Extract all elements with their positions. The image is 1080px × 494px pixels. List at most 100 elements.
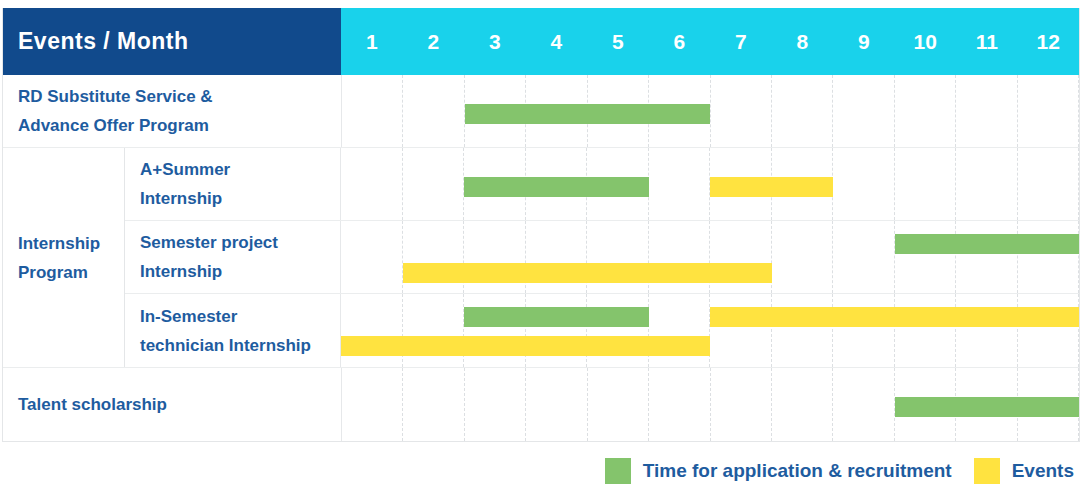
month-grid-cell: [341, 221, 403, 293]
month-grid-cell: [710, 294, 772, 367]
month-header-4: 4: [526, 8, 588, 75]
row-label-line: technician Internship: [140, 331, 340, 360]
month-grid-cell: [403, 368, 464, 441]
month-header-strip: 123456789101112: [341, 8, 1079, 75]
month-header-9: 9: [833, 8, 895, 75]
month-grid-cell: [833, 148, 895, 220]
month-grid-cell: [1018, 294, 1080, 367]
month-grid-cell: [956, 221, 1018, 293]
bar-area: [340, 294, 1079, 367]
month-header-3: 3: [464, 8, 526, 75]
row-label-line: Advance Offer Program: [18, 111, 341, 140]
legend: Time for application & recruitment Event…: [583, 458, 1074, 484]
month-grid-cell: [588, 368, 649, 441]
month-grid-cell: [403, 148, 465, 220]
month-grid-cell: [464, 294, 526, 367]
month-grid-cell: [403, 75, 464, 147]
sub-row-label: In-Semestertechnician Internship: [125, 294, 340, 367]
month-grid-cell: [833, 368, 894, 441]
month-grid-cell: [956, 148, 1018, 220]
month-header-10: 10: [895, 8, 957, 75]
legend-label-events: Events: [1012, 460, 1074, 482]
month-grid-cell: [403, 294, 465, 367]
month-grid-cell: [833, 221, 895, 293]
month-header-12: 12: [1018, 8, 1080, 75]
row-label-line: RD Substitute Service &: [18, 82, 341, 111]
events-bar: [341, 336, 710, 356]
application-bar: [464, 307, 649, 327]
month-grid-cell: [342, 75, 403, 147]
application-bar: [895, 234, 1080, 254]
application-color-swatch-icon: [605, 458, 631, 484]
row-label-line: A+Summer: [140, 155, 340, 184]
row-label-line: Internship: [18, 229, 124, 258]
sub-row-label: A+SummerInternship: [125, 148, 340, 220]
legend-label-application: Time for application & recruitment: [643, 460, 952, 482]
month-header-1: 1: [341, 8, 403, 75]
row-label-line: Talent scholarship: [18, 390, 341, 419]
month-grid-cell: [526, 368, 587, 441]
month-grid-cell: [465, 368, 526, 441]
month-grid-cell: [711, 75, 772, 147]
month-header-7: 7: [710, 8, 772, 75]
month-grid-cell: [895, 294, 957, 367]
application-bar: [895, 397, 1079, 417]
events-gantt-table: Events / Month 123456789101112 RD Substi…: [2, 8, 1080, 442]
month-grid-cell: [587, 294, 649, 367]
application-bar: [465, 104, 711, 124]
events-bar: [710, 177, 833, 197]
table-header-row: Events / Month 123456789101112: [3, 8, 1079, 75]
month-header-6: 6: [649, 8, 711, 75]
bar-area: [341, 368, 1079, 441]
month-grid-cell: [341, 294, 403, 367]
legend-item-application: Time for application & recruitment: [605, 458, 952, 484]
month-header-2: 2: [403, 8, 465, 75]
month-grid-cell: [895, 75, 956, 147]
table-body: RD Substitute Service &Advance Offer Pro…: [3, 75, 1079, 441]
month-grid-cell: [772, 221, 834, 293]
group-row: InternshipProgramA+SummerInternshipSemes…: [3, 148, 1079, 368]
legend-item-events: Events: [974, 458, 1074, 484]
group-sub-rows: A+SummerInternshipSemester projectIntern…: [125, 148, 1079, 367]
row-label-line: Program: [18, 258, 124, 287]
month-grid-cell: [956, 75, 1017, 147]
sub-row-label: Semester projectInternship: [125, 221, 340, 293]
month-grid-cell: [649, 148, 711, 220]
month-grid-cell: [895, 148, 957, 220]
month-grid-cell: [649, 368, 710, 441]
month-grid-cell: [711, 368, 772, 441]
events-bar: [710, 307, 1079, 327]
events-bar: [403, 263, 772, 283]
row-label-line: Internship: [140, 257, 340, 286]
row-label-line: In-Semester: [140, 302, 340, 331]
month-grid-cell: [1018, 75, 1079, 147]
month-grid-cell: [956, 294, 1018, 367]
application-bar: [464, 177, 649, 197]
month-grid-cell: [526, 294, 588, 367]
month-header-11: 11: [956, 8, 1018, 75]
month-grid-cell: [772, 368, 833, 441]
event-sub-row: Semester projectInternship: [125, 221, 1079, 294]
row-label: Talent scholarship: [3, 368, 341, 441]
month-grid-cell: [1018, 221, 1080, 293]
month-grid-cell: [772, 294, 834, 367]
bar-area: [341, 75, 1079, 147]
row-label-line: Semester project: [140, 228, 340, 257]
bar-area: [340, 221, 1079, 293]
month-grid-cell: [341, 148, 403, 220]
month-header-8: 8: [772, 8, 834, 75]
event-row: RD Substitute Service &Advance Offer Pro…: [3, 75, 1079, 148]
gantt-schedule-page: Events / Month 123456789101112 RD Substi…: [0, 0, 1080, 494]
month-grid-cell: [342, 368, 403, 441]
events-color-swatch-icon: [974, 458, 1000, 484]
month-grid-cell: [772, 75, 833, 147]
bar-area: [340, 148, 1079, 220]
month-grid-cell: [895, 221, 957, 293]
event-sub-row: In-Semestertechnician Internship: [125, 294, 1079, 367]
events-month-header-cell: Events / Month: [3, 8, 341, 75]
month-grid-cell: [833, 75, 894, 147]
event-sub-row: A+SummerInternship: [125, 148, 1079, 221]
row-label: RD Substitute Service &Advance Offer Pro…: [3, 75, 341, 147]
month-grid-cell: [649, 294, 711, 367]
month-header-5: 5: [587, 8, 649, 75]
